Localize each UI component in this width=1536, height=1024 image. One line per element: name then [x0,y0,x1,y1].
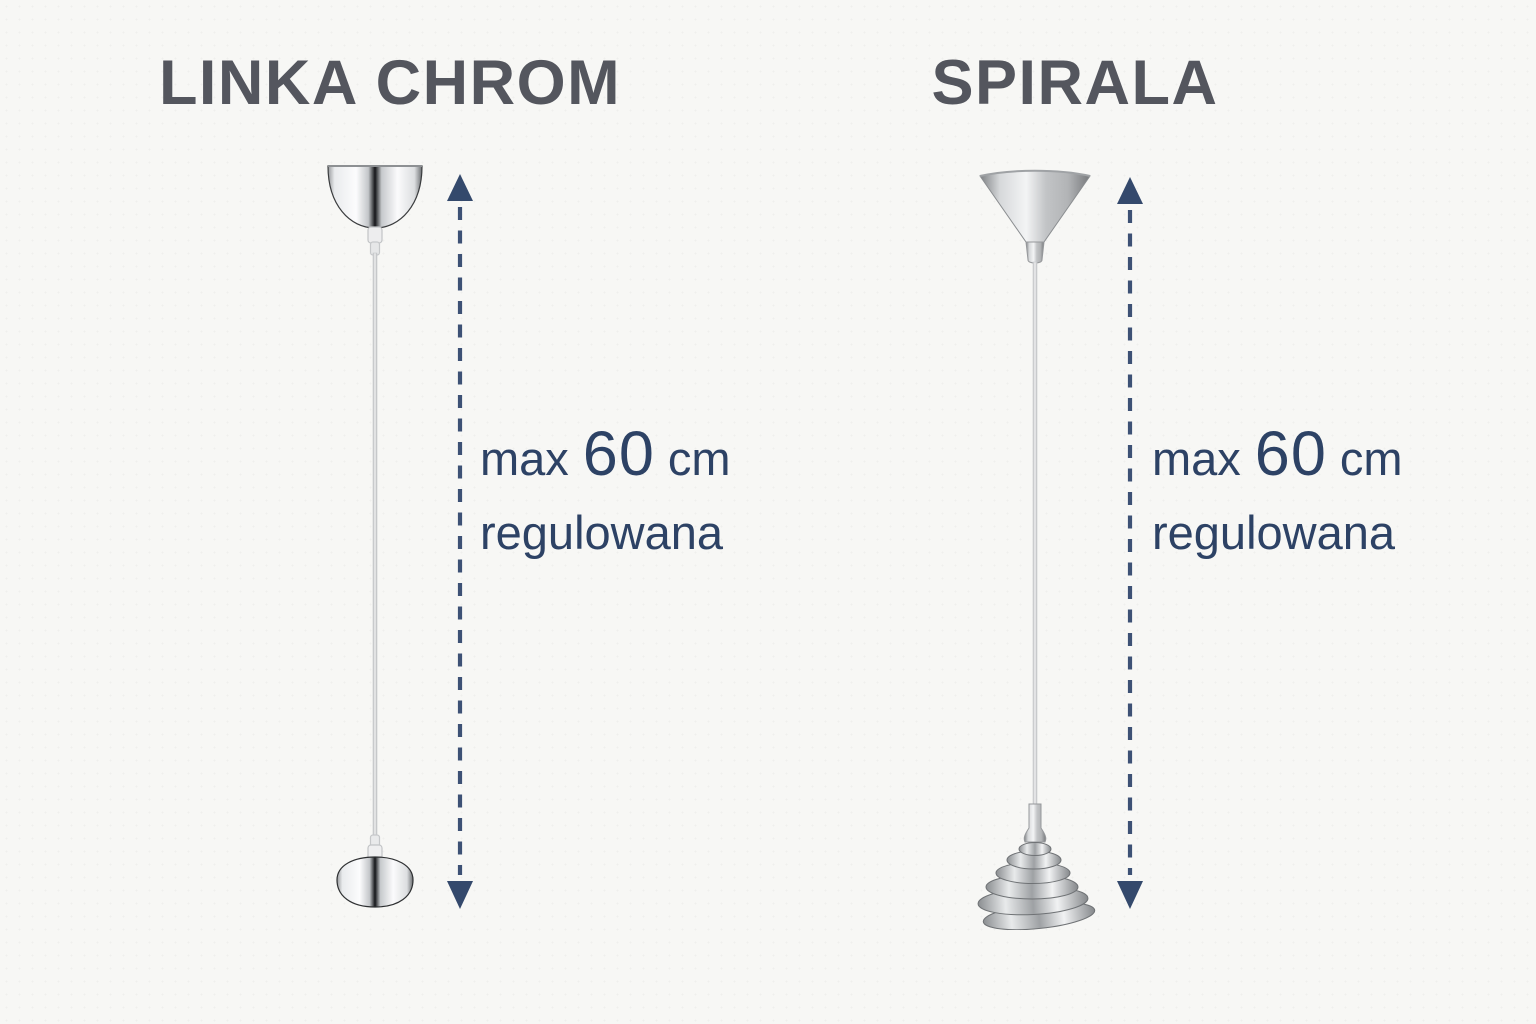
suspension-cord-icon [1032,261,1038,807]
ball-cable-fitting-icon [367,834,383,861]
dimension-value: 60 [1254,419,1327,489]
ceiling-canopy-cone-icon [979,169,1091,264]
chrome-ball-weight-icon [336,856,414,908]
dimension-label-linka: max 60 cm regulowana [480,423,731,559]
product-title-linka-chrom: LINKA CHROM [158,48,622,118]
arrow-down-head-icon [447,881,473,909]
arrow-down-head-icon [1117,881,1143,909]
dimension-prefix: max [1152,432,1241,485]
arrow-up-head-icon [447,174,473,201]
dimension-label-spirala: max 60 cm regulowana [1152,423,1403,559]
dimension-note: regulowana [480,506,724,559]
ceiling-canopy-dome-icon [327,165,423,229]
product-title-spirala: SPIRALA [931,48,1219,118]
dimension-value: 60 [582,419,655,489]
dimension-value-line: max 60 cm [480,423,731,486]
canopy-cable-fitting-icon [367,226,383,256]
dimension-arrow-linka [447,174,473,909]
chrome-cable-pendant-illustration [327,165,423,908]
spiral-pendant-illustration [977,169,1096,930]
dimension-prefix: max [480,432,569,485]
spiral-cable-ferrule-icon [1023,803,1047,843]
dimension-arrow-spirala [1117,177,1143,909]
dimension-note: regulowana [1152,506,1396,559]
dimension-unit: cm [667,432,731,485]
suspension-cable-icon [372,252,378,839]
dimension-unit: cm [1339,432,1403,485]
spiral-coil-shade-icon [977,842,1096,930]
arrow-up-head-icon [1117,177,1143,204]
dimension-value-line: max 60 cm [1152,423,1403,486]
